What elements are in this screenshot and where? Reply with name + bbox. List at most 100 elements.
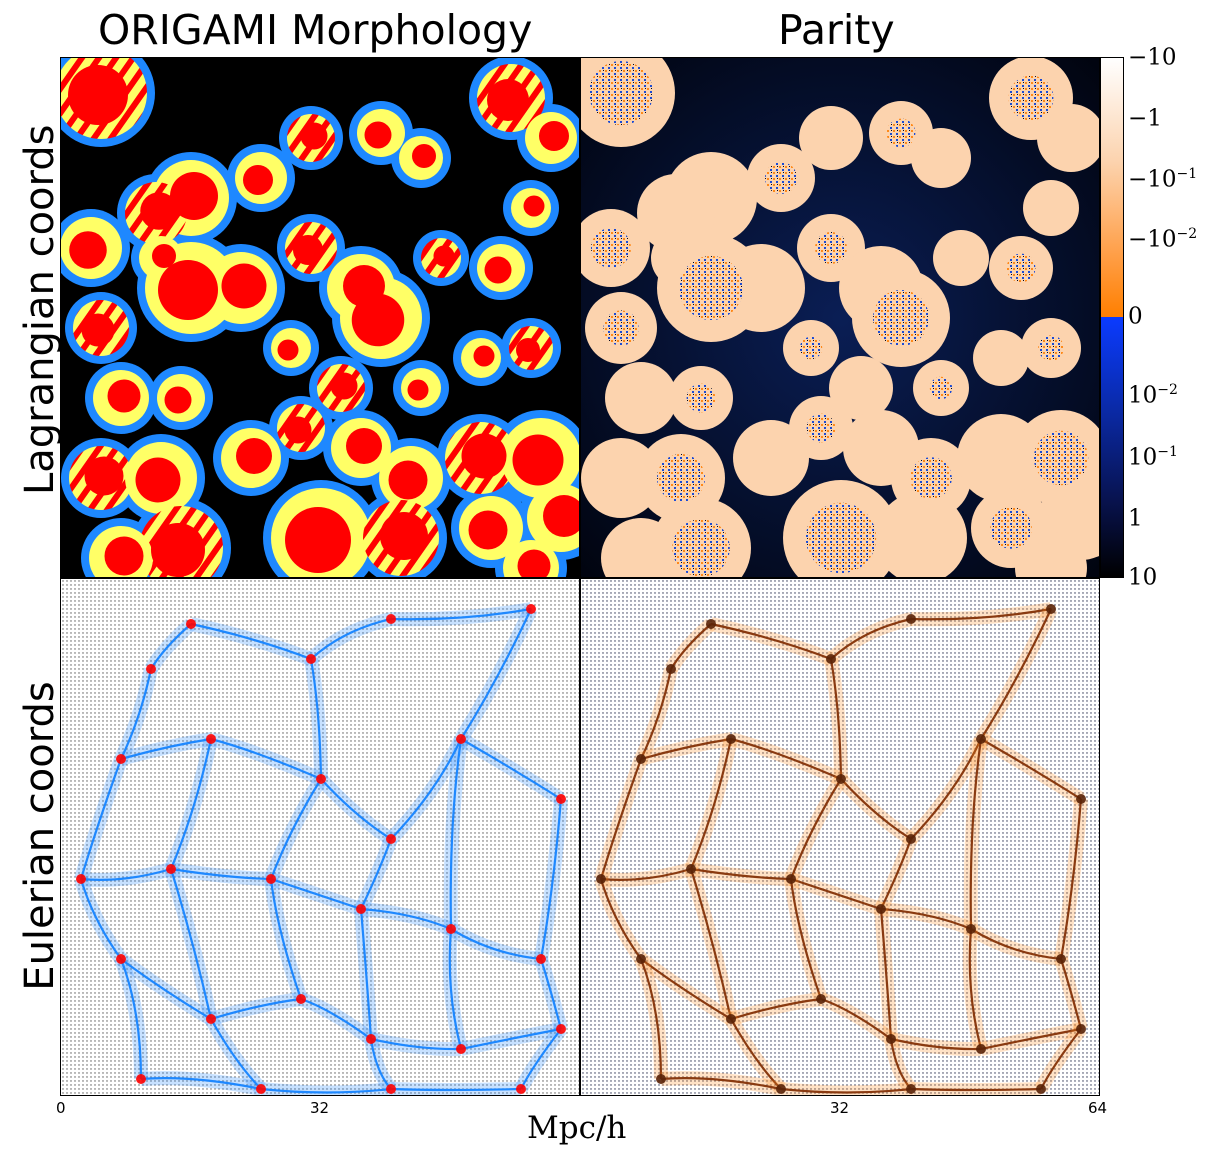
x-tick-right-64: 64 [1088,1099,1108,1117]
halo-node [556,1024,566,1034]
filament-line [370,1037,462,1051]
filament-line [120,958,212,1020]
filament-line [269,778,322,880]
caustic-speckle-region [929,376,953,400]
halo-node [1036,1084,1046,1094]
halo-node [456,734,466,744]
colorbar-tick-9: 10 [1128,564,1158,591]
halo-node [1076,1024,1086,1034]
halo-node [776,1084,786,1094]
multistream-region [829,356,893,420]
halo-node [636,754,646,764]
multistream-region [605,362,677,434]
filament-line [210,737,322,781]
halo-node [386,834,396,844]
filament-line [450,928,542,961]
filament-line [390,1087,522,1092]
halo-region [412,144,436,168]
filament-line [390,738,462,840]
halo-node [656,1074,666,1084]
filament-line [449,738,463,930]
halo-node [206,734,216,744]
filament-line [359,908,373,1040]
halo-region [81,313,115,347]
halo-node [166,864,176,874]
caustic-speckle-region [679,256,743,320]
colorbar-tick-4: −10−2 [1128,226,1198,253]
halo-region [170,172,218,220]
filament-line [910,1087,1042,1092]
caustic-speckle-region [805,502,877,574]
halo-region [300,122,328,150]
filament-line [320,778,392,840]
filament-line [689,738,733,870]
filament-line [300,997,372,1040]
filament-line [600,867,692,881]
halo-region [539,121,569,151]
halo-node [1056,954,1066,964]
caustic-speckle-region [1033,430,1089,486]
colorbar-tick-7: 10−1 [1128,444,1178,471]
caustic-speckle-region [910,457,952,499]
x-axis-label: Mpc/h [527,1110,627,1146]
caustic-speckle-region [1008,75,1054,121]
filament-line [360,907,452,931]
filament-line [539,798,563,960]
filament-line [120,737,212,761]
multistream-region [799,106,863,170]
halo-node [316,774,326,784]
caustic-speckle-region [686,383,716,413]
halo-region [236,438,272,474]
lagrangian-morphology-panel [60,57,580,578]
filament-line [880,907,972,931]
caustic-speckle-region [672,519,730,577]
halo-node [136,1074,146,1084]
caustic-speckle-region [1006,253,1036,283]
filament-line [980,608,1052,740]
caustic-speckle-region [657,454,705,502]
halo-region [330,372,358,400]
halo-node [206,1014,216,1024]
halo-node [536,954,546,964]
caustic-speckle-region [765,162,797,194]
halo-region [473,345,495,367]
filament-line [460,738,562,800]
halo-region [69,231,107,269]
filament-line [689,868,733,1020]
filament-line [660,1077,782,1091]
halo-node [446,924,456,934]
filament-line [310,617,392,660]
filament-line [910,607,1052,621]
multistream-region [601,518,681,577]
halo-region [151,523,205,577]
halo-node [976,1044,986,1054]
filament-line [730,997,822,1021]
halo-region [484,256,512,284]
filament-line [79,878,122,960]
halo-node [556,794,566,804]
filament-line [690,867,792,881]
halo-region [284,416,312,444]
parity-column-title: Parity [778,6,895,54]
halo-node [296,994,306,1004]
filament-line [639,958,663,1080]
lagrangian-morphology-image [61,58,579,577]
filament-line [539,958,563,1030]
halo-node [386,614,396,624]
halo-region [243,165,273,195]
halo-region [523,195,545,217]
halo-node [76,874,86,884]
filament-line [360,838,393,910]
multistream-region [1015,532,1087,577]
filament-line [780,1087,912,1094]
multistream-region [875,492,967,577]
eulerian-parity-panel [580,578,1100,1096]
filament-line [969,738,983,930]
filament-line [890,1037,982,1051]
halo-node [386,1084,396,1094]
filament-line [599,758,643,880]
halo-node [876,904,886,914]
halo-region [468,510,508,550]
halo-node [146,664,156,674]
halo-node [826,654,836,664]
